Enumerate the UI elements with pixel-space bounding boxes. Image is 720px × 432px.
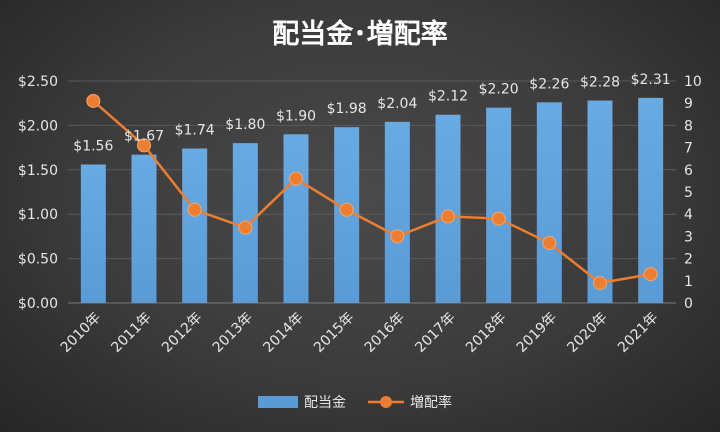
y-right-tick-label: 1 <box>684 274 693 290</box>
legend: 配当金 増配率 <box>258 394 452 411</box>
data-label: $1.90 <box>276 108 316 124</box>
y-left-tick-label: $1.50 <box>18 163 58 179</box>
x-tick-label: 2016年 <box>362 310 408 356</box>
bar <box>384 121 410 304</box>
bar <box>587 100 613 303</box>
x-tick-label: 2010年 <box>58 310 104 356</box>
chart-title: 配当金･増配率 <box>272 18 448 50</box>
data-label: $1.74 <box>175 122 215 138</box>
line-marker <box>187 202 202 217</box>
data-label: $2.04 <box>377 96 417 112</box>
y-left-tick-label: $2.00 <box>18 118 58 134</box>
y-right-tick-label: 8 <box>684 118 693 134</box>
data-label: $2.20 <box>479 82 519 98</box>
line-marker <box>593 276 607 291</box>
y-right-tick-label: 10 <box>684 74 702 90</box>
legend-label-bar: 配当金 <box>304 395 346 411</box>
y-left-tick-label: $2.50 <box>18 74 58 90</box>
line-marker <box>542 236 557 251</box>
y-right-tick-label: 4 <box>684 207 693 223</box>
y-left-tick-label: $0.00 <box>18 296 58 312</box>
bar <box>435 114 461 303</box>
data-label: $2.31 <box>631 72 671 88</box>
x-tick-label: 2021年 <box>615 310 661 356</box>
legend-label-line: 増配率 <box>410 394 452 411</box>
line-marker <box>441 209 455 224</box>
line-path <box>92 100 651 285</box>
data-label: $1.56 <box>73 138 113 154</box>
x-tick-label: 2018年 <box>463 310 509 356</box>
x-tick-label: 2011年 <box>108 310 154 356</box>
bar <box>80 164 106 303</box>
line-marker <box>390 229 405 244</box>
x-tick-label: 2012年 <box>159 310 205 356</box>
data-label: $2.28 <box>580 75 620 91</box>
legend-swatch-marker <box>380 396 392 408</box>
line-marker <box>86 93 101 108</box>
y-right-tick-label: 0 <box>684 296 693 312</box>
y-right-tick-label: 2 <box>684 252 693 268</box>
line-marker <box>238 220 253 235</box>
bar <box>283 134 309 303</box>
line-marker <box>491 211 506 226</box>
line-marker <box>339 202 354 217</box>
y-right-tick-label: 3 <box>684 229 693 245</box>
data-label: $2.26 <box>529 76 569 92</box>
data-labels: $1.56 $1.67 $1.74 $1.80 $1.90 $1.98 $2.04 $2.12… <box>73 72 670 155</box>
bar <box>131 154 157 303</box>
bar <box>486 107 512 303</box>
x-tick-label: 2017年 <box>412 310 458 356</box>
legend-swatch-bar <box>258 396 298 408</box>
x-tick-label: 2013年 <box>210 310 256 356</box>
y-right-tick-label: 5 <box>684 185 693 201</box>
x-tick-label: 2014年 <box>260 310 306 356</box>
line-marker <box>137 138 151 153</box>
line-series <box>86 93 658 291</box>
bar <box>536 102 562 303</box>
bar <box>182 148 208 303</box>
bar-series <box>80 97 664 304</box>
y-right-tick-label: 6 <box>684 163 693 179</box>
x-tick-label: 2020年 <box>564 310 610 356</box>
y-right-tick-label: 9 <box>684 96 693 112</box>
data-label: $2.12 <box>428 89 468 105</box>
data-label: $1.98 <box>327 101 367 117</box>
y-right-tick-label: 7 <box>684 141 693 157</box>
data-label: $1.80 <box>225 117 265 133</box>
data-label: $1.67 <box>124 129 164 145</box>
line-marker <box>643 267 658 282</box>
x-tick-label: 2015年 <box>311 310 357 356</box>
x-tick-label: 2019年 <box>514 310 560 356</box>
line-marker <box>289 171 303 186</box>
gridlines <box>68 80 676 304</box>
y-left-tick-label: $0.50 <box>18 252 58 268</box>
y-left-tick-label: $1.00 <box>18 207 58 223</box>
